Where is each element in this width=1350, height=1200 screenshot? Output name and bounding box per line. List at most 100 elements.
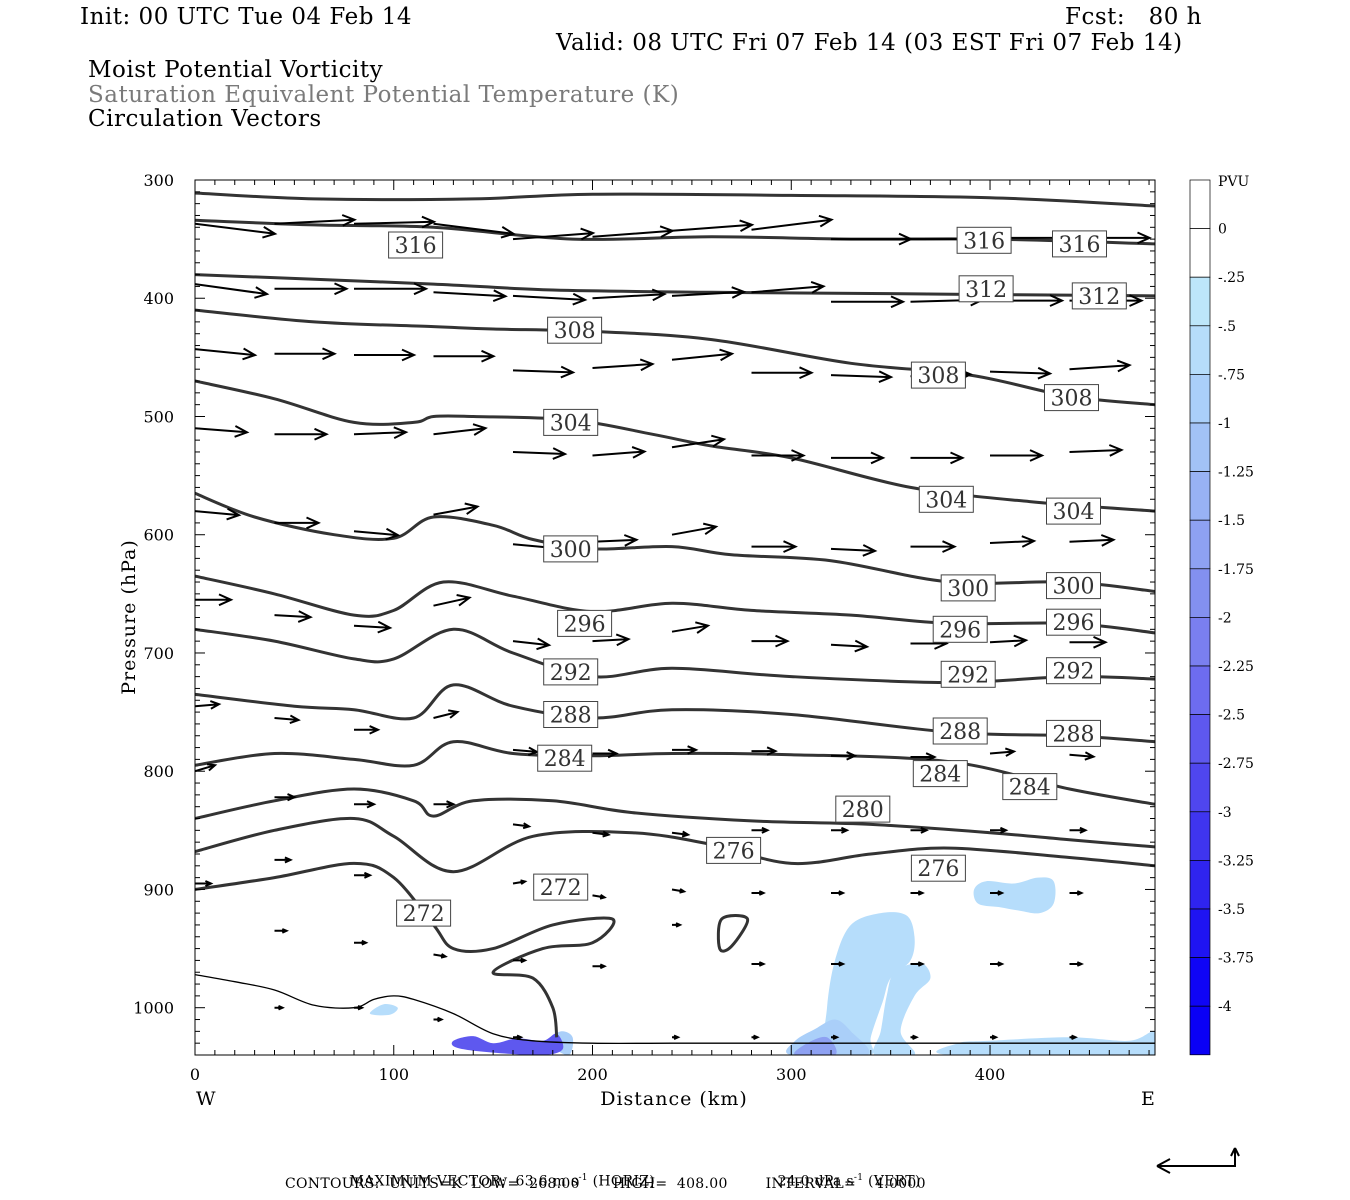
contour-label: 312 [1078, 285, 1120, 310]
circulation-vector [592, 830, 611, 838]
circulation-vector [354, 348, 417, 362]
y-tick-label: 500 [143, 408, 174, 427]
circulation-vector [592, 534, 639, 547]
theta-es-contour [195, 683, 1155, 744]
contour-label: 288 [550, 704, 592, 729]
circulation-vector [592, 748, 619, 759]
contour-label: 292 [550, 661, 592, 686]
circulation-vector [353, 215, 437, 229]
circulation-vector [274, 928, 289, 934]
colorbar-label: -1.25 [1218, 465, 1254, 481]
colorbar-swatch [1189, 422, 1211, 472]
circulation-vector [1069, 751, 1096, 761]
contour-label: 304 [925, 488, 967, 513]
circulation-vector [751, 890, 766, 896]
circulation-vector [195, 880, 214, 888]
circulation-vector [354, 871, 373, 879]
colorbar-swatch [1189, 228, 1211, 278]
circulation-vector [354, 800, 377, 809]
contour-label-box [1044, 384, 1099, 412]
circulation-vector [512, 637, 552, 651]
circulation-vector [1069, 444, 1124, 457]
contour-label-box [1002, 773, 1058, 801]
plot-frame [194, 179, 1156, 1056]
circulation-vector [990, 890, 1005, 896]
contour-label: 300 [1053, 575, 1095, 600]
colorbar-swatch [1189, 374, 1211, 424]
colorbar-swatch [1189, 325, 1211, 375]
circulation-vector [195, 347, 258, 361]
colorbar-label: 0 [1218, 222, 1227, 238]
circulation-vector [910, 961, 925, 967]
theta-es-contour [195, 816, 1155, 874]
circulation-vector [1069, 961, 1084, 967]
circulation-vector [274, 427, 329, 441]
max-vector-vert-line: 24.0 dPa s-1 (VERT) [768, 1157, 921, 1190]
x-tick-label: 0 [190, 1065, 200, 1084]
title-line-1: Moist Potential Vorticity [88, 57, 384, 83]
circulation-vector [831, 751, 858, 761]
circulation-vector [274, 610, 313, 623]
contour-label-box [1046, 657, 1101, 685]
contour-label: 308 [917, 364, 959, 389]
y-tick-label: 300 [143, 171, 174, 190]
circulation-vector [513, 1034, 524, 1041]
colorbar-swatch [1189, 811, 1211, 861]
circulation-vector [433, 423, 488, 436]
x-tick-label: 400 [975, 1065, 1006, 1084]
circulation-vector [751, 746, 778, 756]
contour-label: 316 [1059, 233, 1101, 258]
circulation-vector [831, 961, 846, 967]
circulation-vector [274, 856, 293, 864]
circulation-vector [353, 426, 409, 439]
circulation-vector [751, 214, 834, 231]
contour-label: 300 [550, 538, 592, 563]
colorbar-label: -1.5 [1218, 513, 1245, 529]
contour-label: 272 [403, 902, 445, 927]
circulation-vector [433, 349, 496, 363]
contour-label-box [1046, 719, 1101, 747]
circulation-vector [592, 288, 667, 302]
contour-label-box [388, 231, 444, 259]
theta-es-contour [716, 913, 750, 953]
exp-1: -1 [578, 1173, 588, 1183]
circulation-vector [1069, 826, 1088, 834]
contour-label: 284 [544, 747, 586, 772]
x-axis-label: Distance (km) [600, 1088, 748, 1110]
theta-es-contour [195, 740, 1155, 806]
contour-label-box [1071, 282, 1127, 310]
circulation-vector [910, 451, 965, 465]
contour-label-box [1046, 608, 1101, 636]
circulation-vector [354, 282, 429, 296]
contour-label-box [958, 275, 1014, 303]
max-vector-horiz: (HORIZ) [587, 1173, 656, 1190]
colorbar-swatch [1189, 860, 1211, 910]
circulation-vector [274, 282, 349, 296]
circulation-vector [751, 366, 814, 380]
circulation-vector [751, 1034, 760, 1041]
circulation-vector [751, 540, 798, 553]
contour-label-box [1052, 230, 1107, 258]
contour-label: 284 [1009, 776, 1051, 801]
circulation-vector [751, 826, 770, 834]
colorbar-label: -2.75 [1218, 756, 1254, 772]
circulation-vector [592, 225, 675, 238]
circulation-vector [353, 527, 401, 541]
circulation-vector [671, 286, 747, 299]
colorbar-label: -4 [1218, 999, 1232, 1015]
contour-label-box [940, 660, 996, 688]
colorbar-label: -.5 [1218, 319, 1236, 335]
circulation-vector [830, 544, 878, 557]
y-tick-label: 400 [143, 289, 174, 308]
y-tick-label: 800 [143, 762, 174, 781]
circulation-vector [433, 953, 448, 959]
colorbar-label: -3.75 [1218, 951, 1254, 967]
contour-label-box [543, 535, 599, 563]
circulation-vector [354, 1004, 365, 1011]
circulation-vector [989, 747, 1017, 757]
colorbar-unit: PVU [1218, 174, 1250, 190]
circulation-vector [433, 222, 516, 239]
contour-label-box [533, 873, 589, 901]
contour-label-box [706, 836, 762, 864]
circulation-vector [1069, 635, 1108, 649]
